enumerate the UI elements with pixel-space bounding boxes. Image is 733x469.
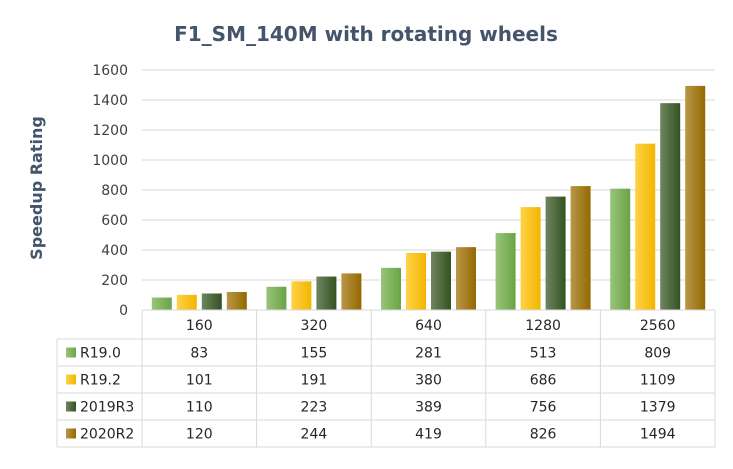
y-tick-label: 400 bbox=[101, 243, 128, 259]
bar bbox=[495, 233, 516, 310]
bar bbox=[406, 253, 426, 310]
legend-swatch bbox=[66, 347, 76, 358]
table-cell-value: 513 bbox=[530, 346, 557, 362]
data-table: 160 320 640 1280 2560 R19.0 83 155 281 513 809 R19.… bbox=[56, 309, 716, 448]
y-tick-label: 1600 bbox=[92, 63, 128, 79]
bar bbox=[151, 297, 172, 310]
table-cell-value: 101 bbox=[186, 373, 213, 389]
bar bbox=[685, 85, 706, 311]
table-cell-value: 281 bbox=[415, 346, 442, 362]
table-cell-value: 826 bbox=[530, 427, 557, 443]
table-cell-value: 223 bbox=[301, 400, 328, 416]
table-cell-value: 110 bbox=[186, 400, 213, 416]
y-tick-label: 800 bbox=[101, 183, 128, 199]
bar bbox=[456, 247, 476, 310]
table-cell-value: 244 bbox=[301, 427, 328, 443]
legend-swatch bbox=[66, 428, 76, 439]
bar bbox=[266, 286, 287, 310]
bar bbox=[381, 267, 401, 310]
category-label: 1280 bbox=[525, 318, 561, 334]
legend-swatch bbox=[66, 401, 76, 412]
y-tick-label: 200 bbox=[101, 273, 128, 289]
table-cell-value: 83 bbox=[190, 346, 208, 362]
y-axis-ticks: 0 200 400 600 800 1000 1200 1400 1600 bbox=[92, 63, 128, 319]
legend-label: 2020R2 bbox=[80, 427, 134, 443]
table-cell-value: 1379 bbox=[640, 400, 676, 416]
bar bbox=[660, 103, 681, 311]
bars bbox=[151, 85, 706, 311]
y-axis-label: Speedup Rating bbox=[27, 116, 46, 260]
y-tick-label: 600 bbox=[101, 213, 128, 229]
legend-swatch bbox=[66, 374, 76, 385]
table-cell-value: 380 bbox=[415, 373, 442, 389]
bar bbox=[316, 276, 337, 310]
legend-label: R19.2 bbox=[80, 373, 121, 389]
bar bbox=[201, 293, 222, 310]
category-label: 640 bbox=[415, 318, 442, 334]
y-tick-label: 1000 bbox=[92, 153, 128, 169]
bar bbox=[610, 188, 631, 310]
bar bbox=[226, 292, 247, 310]
bar bbox=[570, 186, 591, 310]
y-tick-label: 1200 bbox=[92, 123, 128, 139]
table-cell-value: 191 bbox=[301, 373, 328, 389]
gridlines bbox=[142, 69, 715, 281]
category-label: 2560 bbox=[640, 318, 676, 334]
legend-label: R19.0 bbox=[80, 346, 121, 362]
bar bbox=[341, 273, 362, 310]
bar bbox=[291, 281, 312, 310]
table-cell-value: 155 bbox=[301, 346, 328, 362]
table-cell-value: 389 bbox=[415, 400, 442, 416]
table-cell-value: 120 bbox=[186, 427, 213, 443]
chart-title: F1_SM_140M with rotating wheels bbox=[174, 22, 558, 46]
bar bbox=[176, 294, 197, 310]
table-cell-value: 756 bbox=[530, 400, 557, 416]
bar bbox=[635, 143, 656, 310]
y-tick-label: 0 bbox=[119, 303, 128, 319]
category-label: 320 bbox=[301, 318, 328, 334]
table-cell-value: 686 bbox=[530, 373, 557, 389]
bar bbox=[431, 251, 451, 310]
table-cell-value: 1109 bbox=[640, 373, 676, 389]
category-label: 160 bbox=[186, 318, 213, 334]
table-cell-value: 1494 bbox=[640, 427, 676, 443]
legend-label: 2019R3 bbox=[80, 400, 134, 416]
table-cell-value: 809 bbox=[644, 346, 671, 362]
y-tick-label: 1400 bbox=[92, 93, 128, 109]
bar bbox=[520, 207, 541, 310]
table-cell-value: 419 bbox=[415, 427, 442, 443]
bar bbox=[545, 196, 566, 310]
